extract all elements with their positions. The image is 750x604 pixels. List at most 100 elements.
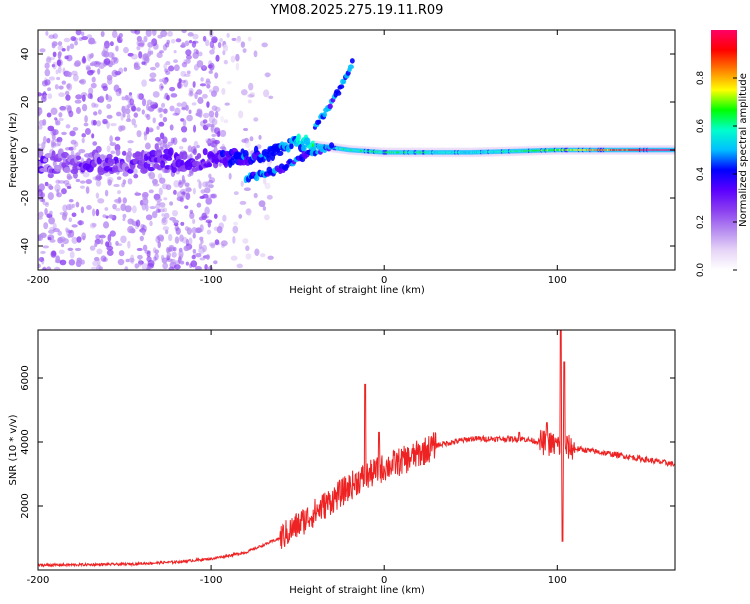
spectrogram-noise-cell xyxy=(158,187,163,196)
spectrogram-noise-cell xyxy=(115,207,121,212)
snr-x-axis-label: Height of straight line (km) xyxy=(289,585,425,596)
spectrogram-noise-cell xyxy=(245,140,251,149)
spectrogram-noise-cell xyxy=(263,177,267,185)
spectrogram-noise-cell xyxy=(178,179,182,185)
spectrogram-noise-cell xyxy=(249,136,254,142)
spectrogram-signal-cell xyxy=(61,151,69,159)
spectrogram-noise-cell xyxy=(218,222,225,230)
spectrogram-noise-cell xyxy=(132,168,138,175)
spectrogram-noise-cell xyxy=(89,62,95,67)
spectrogram-noise-cell xyxy=(121,96,126,101)
spectrogram-noise-cell xyxy=(55,69,59,75)
spectrogram-noise-cell xyxy=(223,59,228,65)
snr-frame xyxy=(37,329,676,571)
spectrogram-noise-cell xyxy=(151,30,157,36)
spectrogram-noise-cell xyxy=(41,267,47,270)
spectrogram-noise-cell xyxy=(65,183,72,188)
spectrogram-noise-cell xyxy=(75,94,83,100)
spectrogram-noise-cell xyxy=(213,213,218,219)
spectrogram-noise-cell xyxy=(141,98,147,107)
spectrogram-noise-cell xyxy=(47,192,54,201)
spectrogram-noise-cell xyxy=(91,133,95,139)
spectrogram-noise-cell xyxy=(116,111,122,117)
spectrogram-noise-cell xyxy=(205,197,213,205)
spectrogram-noise-cell xyxy=(192,124,197,133)
snr-y-tick-label: 4000 xyxy=(20,429,31,454)
spectrogram-noise-cell xyxy=(106,121,110,129)
spectrogram-noise-cell xyxy=(214,72,219,79)
spectrogram-noise-cell xyxy=(52,33,58,39)
spectrogram-noise-cell xyxy=(80,92,88,97)
spectrogram-y-axis-label: Frequency (Hz) xyxy=(8,112,19,188)
spectrogram-noise-cell xyxy=(204,187,211,194)
spectrogram-noise-cell xyxy=(81,137,85,144)
spectrogram-noise-cell xyxy=(176,81,183,89)
spectrogram-signal-cell xyxy=(68,154,76,160)
spectrogram-noise-cell xyxy=(242,238,249,244)
spectrogram-noise-cell xyxy=(130,30,138,34)
spectrogram-noise-cell xyxy=(98,62,105,70)
spectrogram-noise-cell xyxy=(185,192,191,201)
spectrogram-signal-cell xyxy=(126,150,133,158)
spectrogram-noise-cell xyxy=(216,226,223,234)
spectrogram-noise-cell xyxy=(168,65,175,72)
spectrogram-noise-cell xyxy=(253,192,258,199)
spectrogram-noise-cell xyxy=(63,37,71,43)
spectrogram-noise-cell xyxy=(85,186,90,194)
spectrogram-noise-cell xyxy=(222,44,229,52)
spectrogram-noise-cell xyxy=(56,76,61,81)
spectrogram-noise-cell xyxy=(176,102,182,107)
spectrogram-noise-cell xyxy=(127,218,134,225)
spectrogram-noise-cell xyxy=(106,74,113,81)
spectrogram-noise-cell xyxy=(136,40,140,46)
spectrogram-noise-cell xyxy=(141,61,146,65)
spectrogram-noise-cell xyxy=(165,60,171,66)
spectrogram-noise-cell xyxy=(92,260,99,267)
spectrogram-noise-cell xyxy=(113,57,119,64)
spectrogram-noise-cell xyxy=(207,265,213,270)
spectrogram-noise-cell xyxy=(127,52,134,57)
spectrogram-noise-cell xyxy=(125,118,132,123)
spectrogram-noise-cell xyxy=(188,237,193,245)
snr-y-tick-label: 2000 xyxy=(20,493,31,518)
spectrogram-noise-cell xyxy=(205,181,210,188)
spectrogram-noise-cell xyxy=(71,212,77,218)
spectrogram-noise-cell xyxy=(208,110,215,118)
spectrogram-noise-cell xyxy=(154,136,161,142)
snr-x-tick-label: 100 xyxy=(548,575,567,586)
spectrogram-noise-cell xyxy=(200,77,204,82)
spectrogram-noise-cell xyxy=(230,255,238,261)
spectrogram-noise-cell xyxy=(151,210,158,219)
spectrogram-noise-cell xyxy=(46,137,51,144)
spectrogram-noise-cell xyxy=(164,68,169,73)
spectrogram-noise-cell xyxy=(57,180,65,184)
spectrogram-signal-cell xyxy=(191,160,200,167)
spectrogram-noise-cell xyxy=(258,200,266,208)
spectrogram-noise-cell xyxy=(122,171,129,177)
spectrogram-noise-cell xyxy=(204,206,210,215)
spectrogram-noise-cell xyxy=(128,257,135,263)
spectrogram-noise-cell xyxy=(106,176,114,184)
spectrogram-noise-cell xyxy=(173,49,177,54)
spectrogram-x-tick-label: 100 xyxy=(548,275,567,286)
spectrogram-noise-cell xyxy=(42,119,47,126)
spectrogram-noise-cell xyxy=(106,114,113,119)
spectrogram-noise-cell xyxy=(144,142,151,150)
spectrogram-noise-cell xyxy=(202,93,208,99)
spectrogram-noise-cell xyxy=(242,127,249,132)
spectrogram-noise-cell xyxy=(180,79,186,83)
spectrogram-noise-cell xyxy=(38,257,45,263)
spectrogram-noise-cell xyxy=(210,123,215,128)
spectrogram-signal-cell xyxy=(75,155,82,161)
spectrogram-noise-cell xyxy=(144,113,149,118)
spectrogram-signal-cell xyxy=(270,151,278,157)
spectrogram-noise-cell xyxy=(264,72,271,78)
spectrogram-noise-cell xyxy=(245,253,252,260)
spectrogram-noise-cell xyxy=(163,108,168,114)
spectrogram-noise-cell xyxy=(157,173,163,180)
spectrogram-noise-cell xyxy=(192,248,196,254)
spectrogram-noise-cell xyxy=(211,118,218,126)
spectrogram-noise-cell xyxy=(42,136,47,144)
spectrogram-signal-cell xyxy=(229,158,236,166)
spectrogram-noise-cell xyxy=(161,183,169,190)
